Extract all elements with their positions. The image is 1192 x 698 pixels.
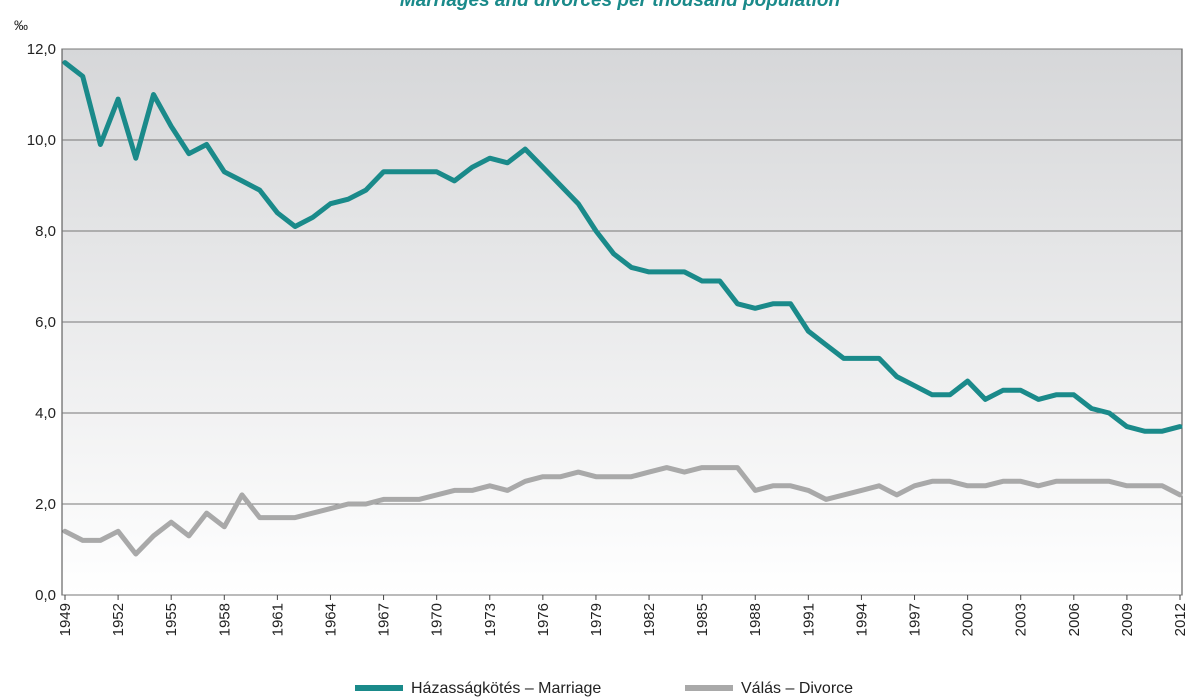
x-tick-label: 1991	[800, 603, 817, 636]
y-tick-label: 6,0	[35, 314, 56, 331]
x-tick-label: 1964	[322, 603, 339, 636]
x-tick-label: 1970	[429, 603, 446, 636]
series-line	[62, 60, 1183, 434]
x-tick-label: 1961	[269, 603, 286, 636]
y-tick-label: 4,0	[35, 405, 56, 422]
x-tick-label: 1958	[216, 603, 233, 636]
x-tick-label: 1976	[535, 603, 552, 636]
y-tick-label: 0,0	[35, 587, 56, 604]
x-tick-label: 2012	[1172, 603, 1189, 636]
x-tick-label: 1952	[110, 603, 127, 636]
x-tick-label: 2006	[1066, 603, 1083, 636]
y-tick-label: 10,0	[27, 132, 56, 149]
x-tick-label: 2000	[960, 603, 977, 636]
y-tick-label: 8,0	[35, 223, 56, 240]
x-tick-label: 1949	[57, 603, 74, 636]
y-tick-label: 12,0	[27, 41, 56, 58]
x-tick-label: 2003	[1013, 603, 1030, 636]
chart-title: Marriages and divorces per thousand popu…	[400, 0, 840, 11]
x-tick-label: 1979	[588, 603, 605, 636]
x-tick-label: 1997	[907, 603, 924, 636]
y-axis-label: ‰	[14, 17, 28, 33]
legend-label: Válás – Divorce	[741, 680, 853, 697]
x-tick-label: 1967	[376, 603, 393, 636]
x-tick-label: 1994	[853, 603, 870, 636]
y-tick-label: 2,0	[35, 496, 56, 513]
x-tick-label: 1982	[641, 603, 658, 636]
x-tick-label: 1955	[163, 603, 180, 636]
x-tick-label: 1985	[694, 603, 711, 636]
legend-label: Házasságkötés – Marriage	[411, 680, 601, 697]
x-tick-label: 1973	[482, 603, 499, 636]
x-tick-label: 2009	[1119, 603, 1136, 636]
x-tick-label: 1988	[747, 603, 764, 636]
series-line	[62, 465, 1183, 557]
